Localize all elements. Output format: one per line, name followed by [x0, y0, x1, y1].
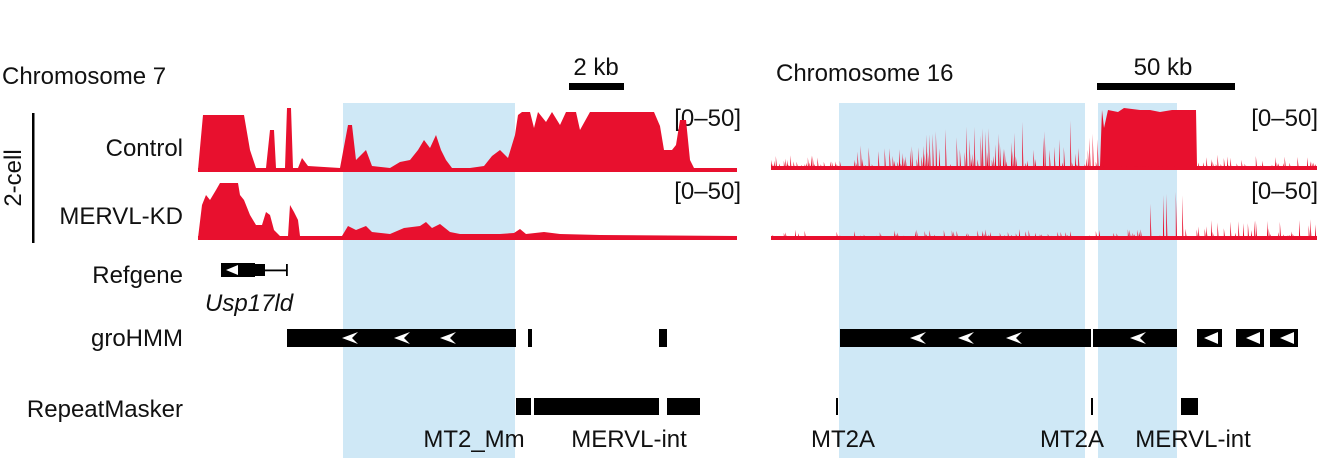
highlight-right-1	[839, 103, 1085, 458]
refgene-track: Usp17ld	[205, 263, 294, 317]
group-bracket	[32, 113, 35, 243]
repeat-block	[1181, 398, 1198, 415]
scale-2kb-label: 2 kb	[573, 54, 618, 81]
repeat-label-mervl-int-right: MERVL-int	[1135, 426, 1251, 453]
repeat-label-mt2a-1: MT2A	[811, 426, 875, 453]
range-label-kd-left: [0–50]	[674, 178, 741, 205]
repeat-block	[836, 398, 838, 415]
track-label-merv-kd: MERVL-KD	[59, 203, 183, 230]
gene-label-usp17ld: Usp17ld	[205, 290, 294, 317]
refgene-end-tick	[286, 264, 288, 276]
track-label-grohmm: groHMM	[91, 325, 183, 352]
repeatmasker-track: MT2_Mm MERVL-int MT2A MT2A MERVL-int	[423, 398, 1251, 453]
grohmm-block	[528, 329, 532, 347]
track-label-control: Control	[106, 135, 183, 162]
refgene-strand-chevron	[226, 265, 238, 275]
repeat-label-mervl-int-left: MERVL-int	[571, 426, 687, 453]
scale-50kb-label: 50 kb	[1134, 54, 1193, 81]
range-label-control-right: [0–50]	[1251, 105, 1318, 132]
range-label-kd-right: [0–50]	[1251, 178, 1318, 205]
repeat-label-mt2a-2: MT2A	[1040, 426, 1104, 453]
repeat-block	[1091, 398, 1093, 415]
signal-kd-left	[198, 183, 737, 240]
repeat-block	[534, 398, 659, 415]
grohmm-block	[659, 329, 667, 347]
group-label-2-cell: 2-cell	[0, 149, 27, 206]
grohmm-track	[287, 329, 1298, 347]
refgene-exon	[253, 264, 265, 276]
track-label-refgene: Refgene	[92, 262, 183, 289]
highlight-regions	[343, 103, 1177, 458]
scale-bar-left	[569, 83, 624, 90]
signal-control-right	[771, 108, 1317, 170]
scale-bar-right	[1097, 83, 1235, 90]
refgene-intron	[265, 269, 287, 272]
chromosome-7-label: Chromosome 7	[2, 63, 166, 90]
repeat-label-mt2-mm: MT2_Mm	[423, 426, 524, 453]
signal-control-left	[198, 108, 737, 172]
repeat-block	[667, 398, 700, 415]
repeat-block	[516, 398, 531, 415]
signal-kd-right	[771, 191, 1317, 240]
grohmm-strand-chevrons	[342, 332, 1294, 344]
track-label-repeatmasker: RepeatMasker	[27, 396, 183, 423]
chromosome-16-label: Chromosome 16	[776, 60, 953, 87]
